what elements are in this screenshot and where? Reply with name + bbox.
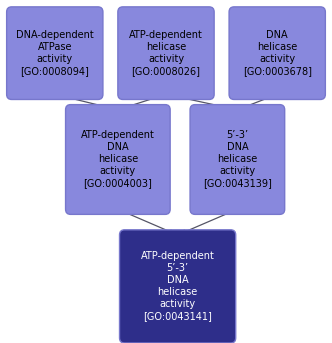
FancyBboxPatch shape	[120, 230, 236, 343]
FancyBboxPatch shape	[190, 105, 285, 214]
FancyBboxPatch shape	[66, 105, 170, 214]
FancyBboxPatch shape	[7, 7, 103, 99]
FancyBboxPatch shape	[118, 7, 214, 99]
Text: ATP-dependent
5’-3’
DNA
helicase
activity
[GO:0043141]: ATP-dependent 5’-3’ DNA helicase activit…	[141, 251, 214, 321]
Text: 5’-3’
DNA
helicase
activity
[GO:0043139]: 5’-3’ DNA helicase activity [GO:0043139]	[203, 130, 272, 189]
Text: DNA-dependent
ATPase
activity
[GO:0008094]: DNA-dependent ATPase activity [GO:000809…	[16, 30, 94, 76]
Text: DNA
helicase
activity
[GO:0003678]: DNA helicase activity [GO:0003678]	[243, 30, 312, 76]
Text: ATP-dependent
helicase
activity
[GO:0008026]: ATP-dependent helicase activity [GO:0008…	[129, 30, 203, 76]
FancyBboxPatch shape	[229, 7, 325, 99]
Text: ATP-dependent
DNA
helicase
activity
[GO:0004003]: ATP-dependent DNA helicase activity [GO:…	[81, 130, 155, 189]
